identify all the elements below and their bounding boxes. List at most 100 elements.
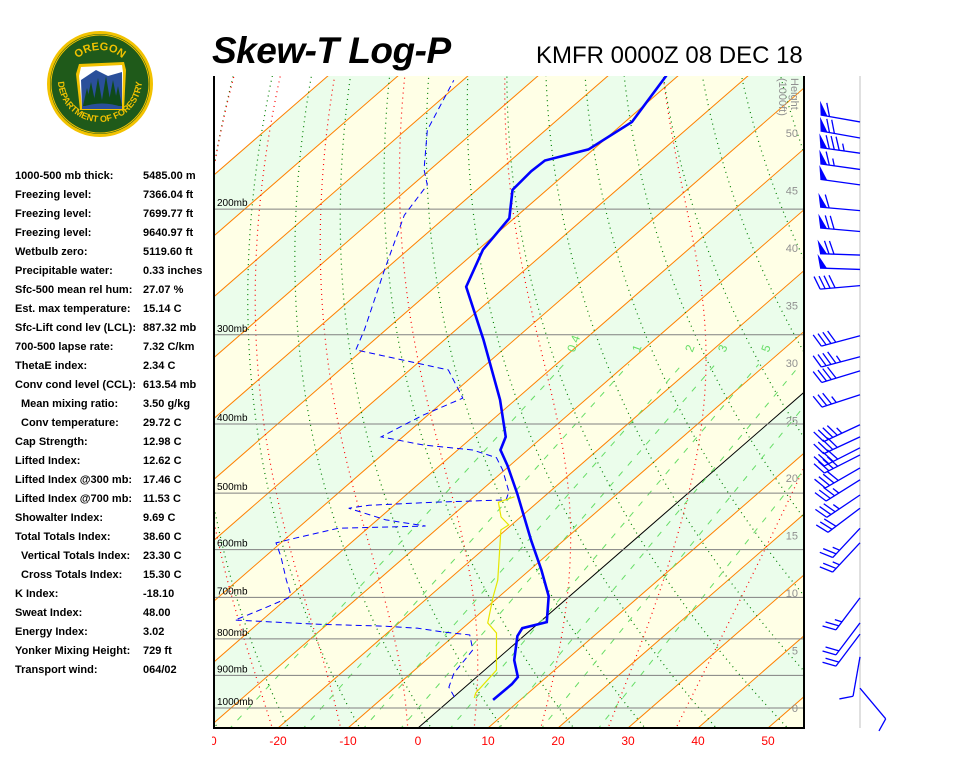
mixing-ratio-label: 0.4	[564, 333, 583, 354]
wind-staff	[820, 163, 861, 171]
dry-adiabat	[893, 63, 960, 730]
wind-pennant	[819, 165, 828, 181]
wind-pennant	[818, 213, 828, 229]
temperature-band	[214, 148, 804, 723]
dewpoint-profile	[234, 80, 510, 698]
stat-label: Conv temperature:	[21, 417, 119, 429]
stat-value: 7699.77 ft	[143, 208, 194, 220]
wind-full-barb	[813, 463, 825, 474]
stat-value: 3.50 g/kg	[143, 398, 191, 410]
wind-barb	[815, 507, 861, 533]
stat-label: Total Totals Index:	[15, 531, 111, 543]
wind-barb	[812, 351, 861, 368]
wind-staff	[820, 284, 861, 290]
wind-half-barb	[832, 158, 835, 166]
wind-full-barb	[818, 275, 826, 289]
isotherm	[214, 76, 609, 420]
isotherm	[214, 87, 804, 602]
wind-staff	[820, 146, 861, 154]
dry-adiabat	[425, 76, 646, 728]
isotherm	[214, 76, 399, 237]
wind-full-barb	[825, 657, 840, 663]
wind-staff	[826, 494, 861, 518]
stat-label: 1000-500 mb thick:	[15, 170, 114, 182]
wind-staff	[832, 542, 861, 573]
stat-value: 12.62 C	[143, 455, 182, 467]
x-tick-label: 10	[481, 734, 495, 748]
wind-barb	[813, 274, 861, 290]
height-tick-label: 10	[786, 588, 798, 600]
wind-staff	[832, 527, 861, 558]
stat-value: 7.32 C/km	[143, 341, 195, 353]
stat-value: 5485.00 m	[143, 170, 196, 182]
wind-staff	[835, 597, 861, 631]
wind-half-barb	[835, 355, 842, 363]
stat-label: Energy Index:	[15, 626, 88, 638]
wind-staff	[827, 507, 861, 533]
sounding-indices-panel: 1000-500 mb thick: 5485.00 m Freezing leve…	[15, 168, 220, 681]
wind-barb	[813, 424, 861, 443]
stat-row: Freezing level: 7699.77 ft	[15, 206, 220, 225]
isotherm	[214, 148, 804, 663]
stat-row: Conv cond level (CCL): 613.54 mb	[15, 377, 220, 396]
wind-full-barb	[823, 486, 835, 497]
mixing-ratio-line	[400, 363, 716, 728]
temperature-profile	[464, 76, 668, 701]
wind-barb	[817, 239, 861, 256]
mixing-ratio-label: 5	[758, 342, 774, 353]
wind-barb	[818, 213, 861, 233]
stat-label: Freezing level:	[15, 189, 92, 201]
stat-label: Wetbulb zero:	[15, 246, 88, 258]
stat-value: 064/02	[143, 664, 177, 676]
stat-label: Precipitable water:	[15, 265, 113, 277]
stat-label: Lifted Index @300 mb:	[15, 474, 133, 486]
mixing-ratio-line	[497, 363, 801, 728]
stat-value: 887.32 mb	[143, 322, 197, 334]
wind-full-barb	[822, 625, 837, 631]
stat-label: Sweat Index:	[15, 607, 83, 619]
wind-full-barb	[812, 334, 822, 347]
stat-label: Sfc-500 mean rel hum:	[15, 284, 133, 296]
wind-pennant	[818, 192, 828, 208]
stat-label: Mean mixing ratio:	[21, 398, 119, 410]
wind-full-barb	[826, 437, 838, 448]
stat-value: 9.69 C	[143, 512, 176, 524]
wind-full-barb	[825, 135, 830, 150]
wind-full-barb	[823, 518, 837, 527]
wind-half-barb	[832, 504, 840, 510]
wind-full-barb	[822, 562, 837, 570]
wind-full-barb	[878, 718, 887, 732]
stat-label: Cross Totals Index:	[21, 569, 123, 581]
wind-barb	[812, 392, 861, 408]
wind-full-barb	[825, 646, 840, 652]
pressure-label: 700mb	[217, 586, 248, 597]
wind-full-barb	[817, 394, 828, 406]
x-tick-label: 50	[761, 734, 775, 748]
wind-pennant	[819, 149, 828, 165]
wind-full-barb	[815, 508, 828, 518]
stat-row: Cap Strength: 12.98 C	[15, 434, 220, 453]
wind-barb	[819, 133, 861, 154]
stat-row: Lifted Index @300 mb: 17.46 C	[15, 472, 220, 491]
stat-row: Mean mixing ratio: 3.50 g/kg	[15, 396, 220, 415]
wind-full-barb	[822, 427, 834, 438]
stat-label: Freezing level:	[15, 208, 92, 220]
stat-row: Yonker Mixing Height: 729 ft	[15, 643, 220, 662]
stat-row: ThetaE index: 2.34 C	[15, 358, 220, 377]
stat-row: Freezing level: 9640.97 ft	[15, 225, 220, 244]
stat-row: Sfc-500 mean rel hum: 27.07 %	[15, 282, 220, 301]
wind-full-barb	[828, 240, 835, 255]
dry-adiabat	[932, 63, 960, 730]
wind-barb	[815, 494, 861, 518]
x-tick-label: 20	[551, 734, 565, 748]
moist-adiabat	[398, 76, 479, 728]
wind-half-barb	[842, 143, 845, 152]
stat-value: 7366.04 ft	[143, 189, 194, 201]
wind-staff	[820, 178, 861, 186]
stat-row: Freezing level: 7366.04 ft	[15, 187, 220, 206]
height-tick-label: 5	[792, 646, 798, 658]
stat-label: ThetaE index:	[15, 360, 88, 372]
height-tick-label: 30	[786, 358, 798, 370]
wind-half-barb	[834, 618, 843, 623]
wind-staff	[824, 447, 861, 467]
